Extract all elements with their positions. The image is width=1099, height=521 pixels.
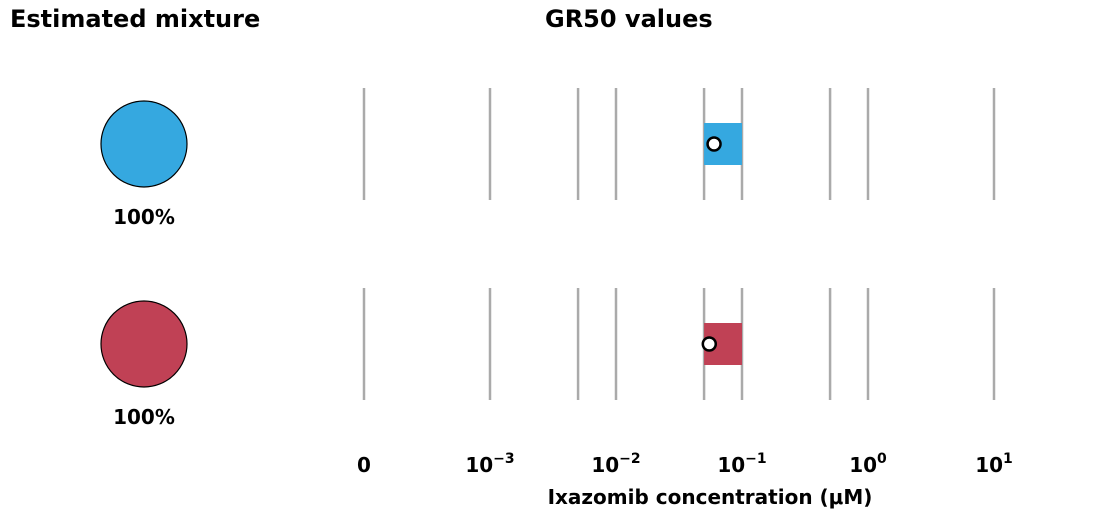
gr50-point xyxy=(701,336,718,352)
x-tick-label: 10−2 xyxy=(591,451,640,477)
mixture-percent-label: 100% xyxy=(113,405,175,429)
gr50-title: GR50 values xyxy=(545,5,713,33)
grid-layer xyxy=(362,88,996,400)
rows-layer: 100% 100% xyxy=(100,100,742,429)
x-tick-label: 100 xyxy=(849,451,887,477)
x-tick-label: 10−1 xyxy=(717,451,766,477)
gr50-point xyxy=(706,136,722,152)
x-axis-label: Ixazomib concentration (μM) xyxy=(548,485,873,509)
mixture-percent-label: 100% xyxy=(113,205,175,229)
x-tick-label: 101 xyxy=(975,451,1013,477)
x-tick-labels: 0 10−3 10−2 10−1 100 101 xyxy=(357,451,1013,477)
x-tick-label: 0 xyxy=(357,453,371,477)
mixture-title: Estimated mixture xyxy=(10,5,261,33)
mixture-pie xyxy=(100,100,188,188)
mixture-pie xyxy=(100,300,188,388)
x-tick-label: 10−3 xyxy=(465,451,514,477)
